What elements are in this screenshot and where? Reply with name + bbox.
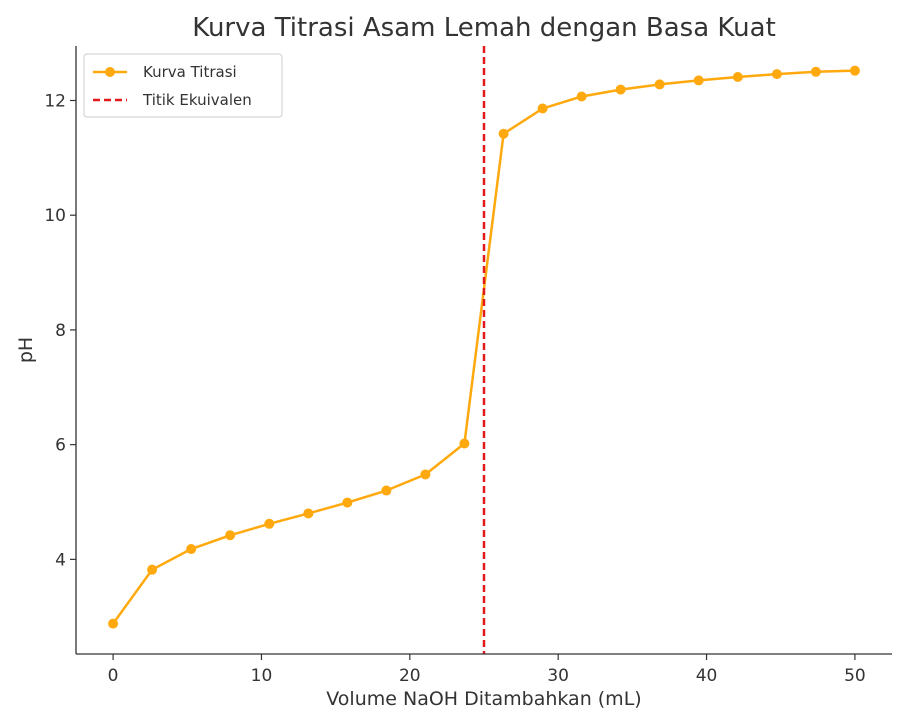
x-tick-label: 20 — [399, 666, 421, 686]
x-tick-label: 10 — [251, 666, 273, 686]
data-point — [147, 564, 158, 575]
x-tick-label: 50 — [844, 666, 866, 686]
data-point — [732, 71, 743, 82]
legend-marker-titration-curve — [105, 67, 115, 77]
data-point — [537, 103, 548, 114]
legend: Kurva Titrasi Titik Ekuivalen — [83, 53, 283, 118]
data-point — [186, 544, 197, 555]
data-point — [342, 497, 353, 508]
x-tick-label: 30 — [547, 666, 569, 686]
y-axis-ticks: 4 6 8 10 12 — [44, 91, 76, 570]
x-axis-label: Volume NaOH Ditambahkan (mL) — [326, 688, 641, 710]
y-tick-label: 8 — [55, 321, 66, 341]
data-point — [498, 128, 509, 139]
legend-box — [83, 53, 283, 118]
y-tick-label: 12 — [44, 91, 66, 111]
x-axis-ticks: 0 10 20 30 40 50 — [108, 654, 866, 686]
data-point — [654, 79, 665, 90]
y-tick-label: 4 — [55, 550, 66, 570]
data-point — [108, 618, 119, 629]
legend-label-equivalence-point: Titik Ekuivalen — [142, 91, 252, 109]
plot-area — [108, 46, 860, 654]
data-point — [459, 438, 470, 449]
data-point — [615, 84, 626, 95]
x-tick-label: 0 — [108, 666, 119, 686]
data-point — [693, 75, 704, 86]
y-tick-label: 6 — [55, 436, 66, 456]
data-point — [420, 469, 431, 480]
data-point — [264, 518, 275, 529]
y-tick-label: 10 — [44, 206, 66, 226]
chart-title: Kurva Titrasi Asam Lemah dengan Basa Kua… — [192, 13, 776, 43]
data-point — [303, 508, 314, 519]
y-axis-label: pH — [15, 337, 37, 363]
legend-label-titration-curve: Kurva Titrasi — [143, 63, 237, 81]
data-point — [810, 66, 821, 77]
data-point — [771, 69, 782, 80]
data-point — [381, 485, 392, 496]
data-point — [225, 530, 236, 541]
data-point — [849, 65, 860, 76]
x-tick-label: 40 — [696, 666, 718, 686]
data-point — [576, 91, 587, 102]
